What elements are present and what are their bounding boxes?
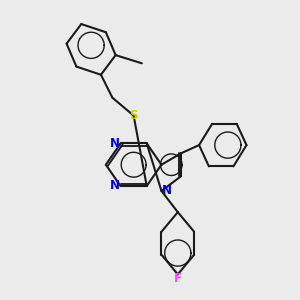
Text: N: N bbox=[162, 184, 172, 197]
Text: N: N bbox=[110, 179, 120, 193]
Text: S: S bbox=[129, 109, 138, 122]
Text: N: N bbox=[110, 137, 120, 150]
Text: F: F bbox=[174, 272, 182, 285]
